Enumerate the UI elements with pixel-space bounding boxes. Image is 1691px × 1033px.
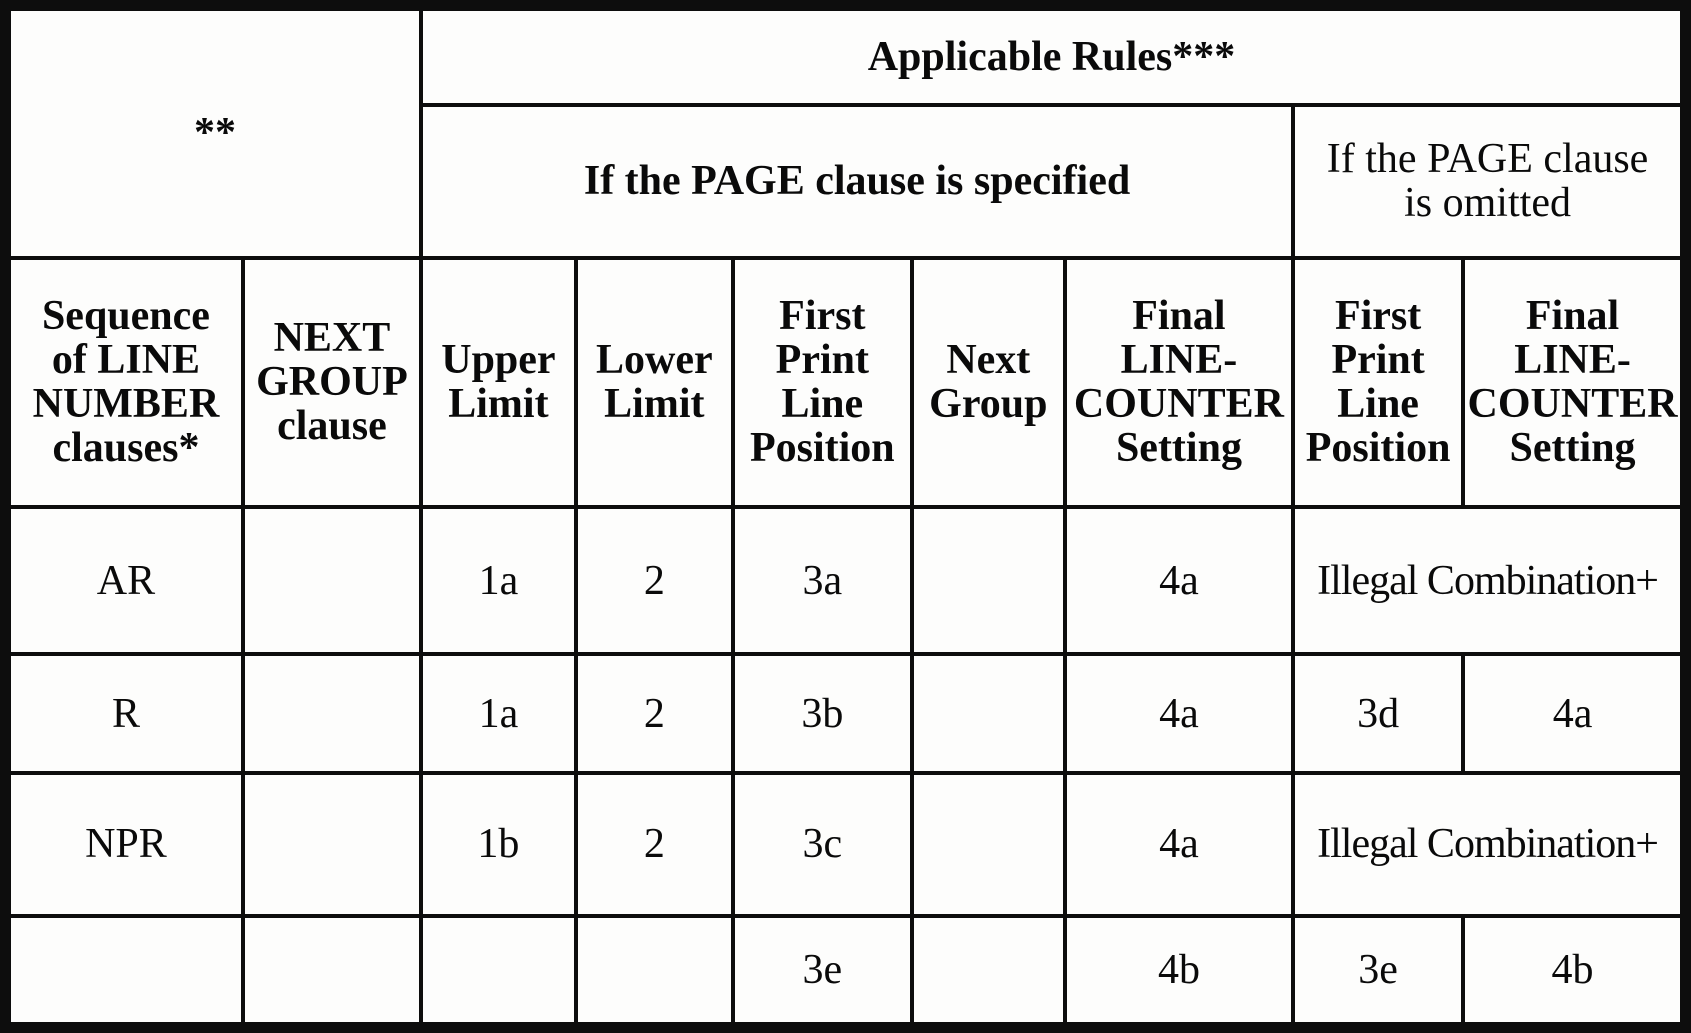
cell-lower-limit: 2: [573, 504, 735, 657]
col-header-next-group: Next Group: [909, 255, 1067, 509]
page-specified-header: If the PAGE clause is specified: [418, 103, 1296, 260]
cell-omitted-final-line-counter: 4a: [1461, 652, 1688, 776]
applicable-rules-header: Applicable Rules***: [418, 3, 1688, 108]
cell-first-print: 3e: [730, 913, 914, 1030]
cell-final-line-counter: 4a: [1062, 652, 1296, 776]
table-row: R 1a 2 3b 4a 3d 4a: [3, 652, 1688, 776]
cell-next-group-clause: [240, 504, 423, 657]
table-row: ** Applicable Rules***: [3, 3, 1688, 260]
cell-sequence: [3, 913, 245, 1030]
cell-next-group: [909, 504, 1067, 657]
cell-sequence: R: [3, 652, 245, 776]
cell-upper-limit: [418, 913, 578, 1030]
cell-sequence: NPR: [3, 771, 245, 918]
table-row: AR 1a 2 3a 4a Illegal Combination+: [3, 504, 1688, 657]
cell-next-group-clause: [240, 652, 423, 776]
cell-illegal-combination: Illegal Combination+: [1291, 771, 1688, 918]
cell-first-print: 3b: [730, 652, 914, 776]
corner-note-cell: **: [3, 3, 423, 260]
cell-final-line-counter: 4a: [1062, 771, 1296, 918]
cell-omitted-first-print: 3e: [1291, 913, 1466, 1030]
cell-next-group-clause: [240, 913, 423, 1030]
page-omitted-header: If the PAGE clause is omitted: [1291, 103, 1688, 260]
cell-lower-limit: 2: [573, 771, 735, 918]
cell-lower-limit: [573, 913, 735, 1030]
col-header-omitted-first-print: First Print Line Position: [1291, 255, 1466, 509]
table-row: If the PAGE clause is specified If the P…: [6, 103, 1688, 260]
cell-next-group-clause: [240, 771, 423, 918]
cell-final-line-counter: 4a: [1062, 504, 1296, 657]
col-header-omitted-final-line-counter: Final LINE- COUNTER Setting: [1461, 255, 1688, 509]
col-header-upper-limit: Upper Limit: [418, 255, 578, 509]
cell-first-print: 3a: [730, 504, 914, 657]
cell-omitted-final-line-counter: 4b: [1461, 913, 1688, 1030]
table-row: Sequence of LINE NUMBER clauses* NEXT GR…: [3, 255, 1688, 509]
table-row: 3e 4b 3e 4b: [3, 913, 1688, 1030]
cell-upper-limit: 1a: [418, 504, 578, 657]
cell-illegal-combination: Illegal Combination+: [1291, 504, 1688, 657]
cell-upper-limit: 1b: [418, 771, 578, 918]
cell-first-print: 3c: [730, 771, 914, 918]
cell-sequence: AR: [3, 504, 245, 657]
cell-omitted-first-print: 3d: [1291, 652, 1466, 776]
cell-next-group: [909, 913, 1067, 1030]
col-header-lower-limit: Lower Limit: [573, 255, 735, 509]
col-header-first-print-line-position: First Print Line Position: [730, 255, 914, 509]
cell-upper-limit: 1a: [418, 652, 578, 776]
col-header-final-line-counter: Final LINE- COUNTER Setting: [1062, 255, 1296, 509]
cell-final-line-counter: 4b: [1062, 913, 1296, 1030]
table-row: NPR 1b 2 3c 4a Illegal Combination+: [3, 771, 1688, 918]
col-header-next-group-clause: NEXT GROUP clause: [240, 255, 423, 509]
cell-lower-limit: 2: [573, 652, 735, 776]
cell-next-group: [909, 771, 1067, 918]
col-header-sequence: Sequence of LINE NUMBER clauses*: [3, 255, 245, 509]
cell-next-group: [909, 652, 1067, 776]
